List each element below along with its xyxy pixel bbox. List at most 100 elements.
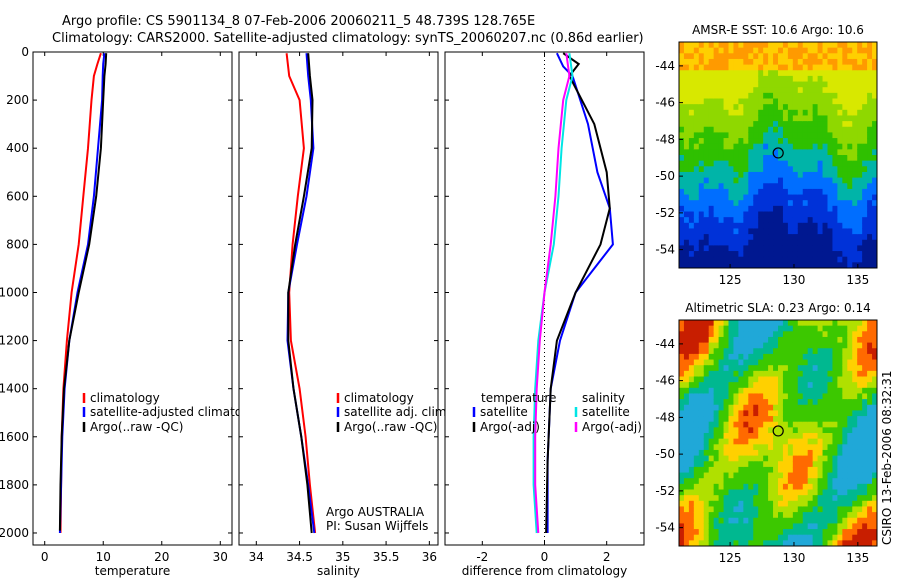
map-cell bbox=[688, 138, 695, 145]
map-cell bbox=[827, 217, 834, 224]
map-cell bbox=[713, 529, 720, 536]
map-cell bbox=[802, 466, 809, 474]
map-cell bbox=[723, 149, 730, 156]
map-cell bbox=[842, 75, 848, 83]
map-cell bbox=[797, 222, 804, 230]
map-cell bbox=[802, 262, 809, 268]
map-cell bbox=[728, 421, 735, 428]
map-cell bbox=[862, 500, 868, 508]
map-cell bbox=[778, 455, 784, 462]
map-cell bbox=[782, 121, 789, 128]
map-cell bbox=[847, 109, 853, 117]
map-cell bbox=[743, 92, 749, 100]
map-cell bbox=[782, 370, 789, 378]
map-cell bbox=[792, 399, 799, 406]
map-cell bbox=[708, 353, 715, 361]
map-cell bbox=[862, 205, 868, 213]
map-cell bbox=[797, 58, 804, 66]
map-cell bbox=[708, 239, 715, 246]
map-cell bbox=[847, 143, 853, 150]
map-cell bbox=[733, 171, 739, 179]
map-cell bbox=[852, 183, 858, 190]
map-cell bbox=[728, 211, 735, 218]
map-cell bbox=[817, 132, 824, 139]
map-cell bbox=[758, 336, 764, 344]
map-cell bbox=[778, 92, 784, 100]
map-cell bbox=[688, 64, 695, 71]
map-cell bbox=[787, 109, 794, 117]
map-cell bbox=[723, 171, 730, 179]
map-cell bbox=[822, 194, 829, 201]
map-cell bbox=[703, 205, 710, 213]
map-cell bbox=[847, 353, 853, 361]
map-cell bbox=[713, 444, 720, 451]
map-cell bbox=[713, 64, 720, 71]
map-cell bbox=[842, 149, 848, 156]
map-cell bbox=[733, 376, 739, 383]
map-cell bbox=[812, 75, 819, 83]
map-cell bbox=[698, 512, 705, 519]
map-cell bbox=[872, 466, 877, 474]
map-cell bbox=[778, 217, 784, 224]
map-cell bbox=[847, 217, 853, 224]
map-cell bbox=[758, 256, 764, 263]
map-cell bbox=[802, 138, 809, 145]
map-cell bbox=[753, 234, 759, 241]
map-cell bbox=[847, 489, 853, 496]
map-cell bbox=[763, 160, 769, 167]
map-cell bbox=[683, 166, 690, 173]
map-cell bbox=[738, 331, 744, 338]
map-cell bbox=[728, 42, 735, 49]
map-cell bbox=[679, 183, 685, 190]
map-cell bbox=[837, 194, 843, 201]
map-cell bbox=[768, 171, 774, 179]
map-cell bbox=[822, 399, 829, 406]
map-cell bbox=[857, 194, 863, 201]
map-cell bbox=[753, 121, 759, 128]
map-cell bbox=[688, 188, 695, 196]
map-cell bbox=[708, 421, 715, 428]
map-cell bbox=[753, 104, 759, 111]
map-cell bbox=[867, 121, 873, 128]
map-cell bbox=[738, 47, 744, 54]
map-cell bbox=[802, 47, 809, 54]
map-cell bbox=[683, 171, 690, 179]
map-cell bbox=[743, 449, 749, 457]
map-cell bbox=[872, 262, 877, 268]
map-cell bbox=[758, 228, 764, 235]
map-cell bbox=[867, 115, 873, 122]
map-cell bbox=[792, 393, 799, 400]
map-cell bbox=[787, 320, 794, 327]
map-cell bbox=[728, 444, 735, 451]
map-cell bbox=[708, 183, 715, 190]
legend-label: satellite-adjusted climatology bbox=[90, 405, 268, 419]
map-cell bbox=[703, 245, 710, 252]
map-cell bbox=[718, 472, 725, 479]
map-cell bbox=[852, 370, 858, 378]
map-cell bbox=[698, 160, 705, 167]
map-cell bbox=[683, 534, 690, 541]
map-cell bbox=[679, 53, 685, 60]
map-cell bbox=[802, 109, 809, 117]
map-cell bbox=[842, 489, 848, 496]
map-cell bbox=[817, 53, 824, 60]
map-cell bbox=[698, 495, 705, 502]
map-cell bbox=[733, 92, 739, 100]
map-cell bbox=[852, 540, 858, 546]
map-cell bbox=[723, 228, 730, 235]
map-cell bbox=[807, 336, 814, 344]
map-cell bbox=[768, 336, 774, 344]
map-cell bbox=[703, 438, 710, 445]
x-tick-label: 10 bbox=[96, 550, 111, 564]
map-cell bbox=[867, 365, 873, 372]
map-cell bbox=[778, 211, 784, 218]
map-cell bbox=[679, 211, 685, 218]
map-cell bbox=[708, 523, 715, 530]
map-cell bbox=[733, 217, 739, 224]
map-cell bbox=[768, 495, 774, 502]
map-cell bbox=[758, 382, 764, 389]
map-cell bbox=[679, 87, 685, 94]
map-cell bbox=[728, 256, 735, 263]
map-cell bbox=[872, 370, 877, 378]
